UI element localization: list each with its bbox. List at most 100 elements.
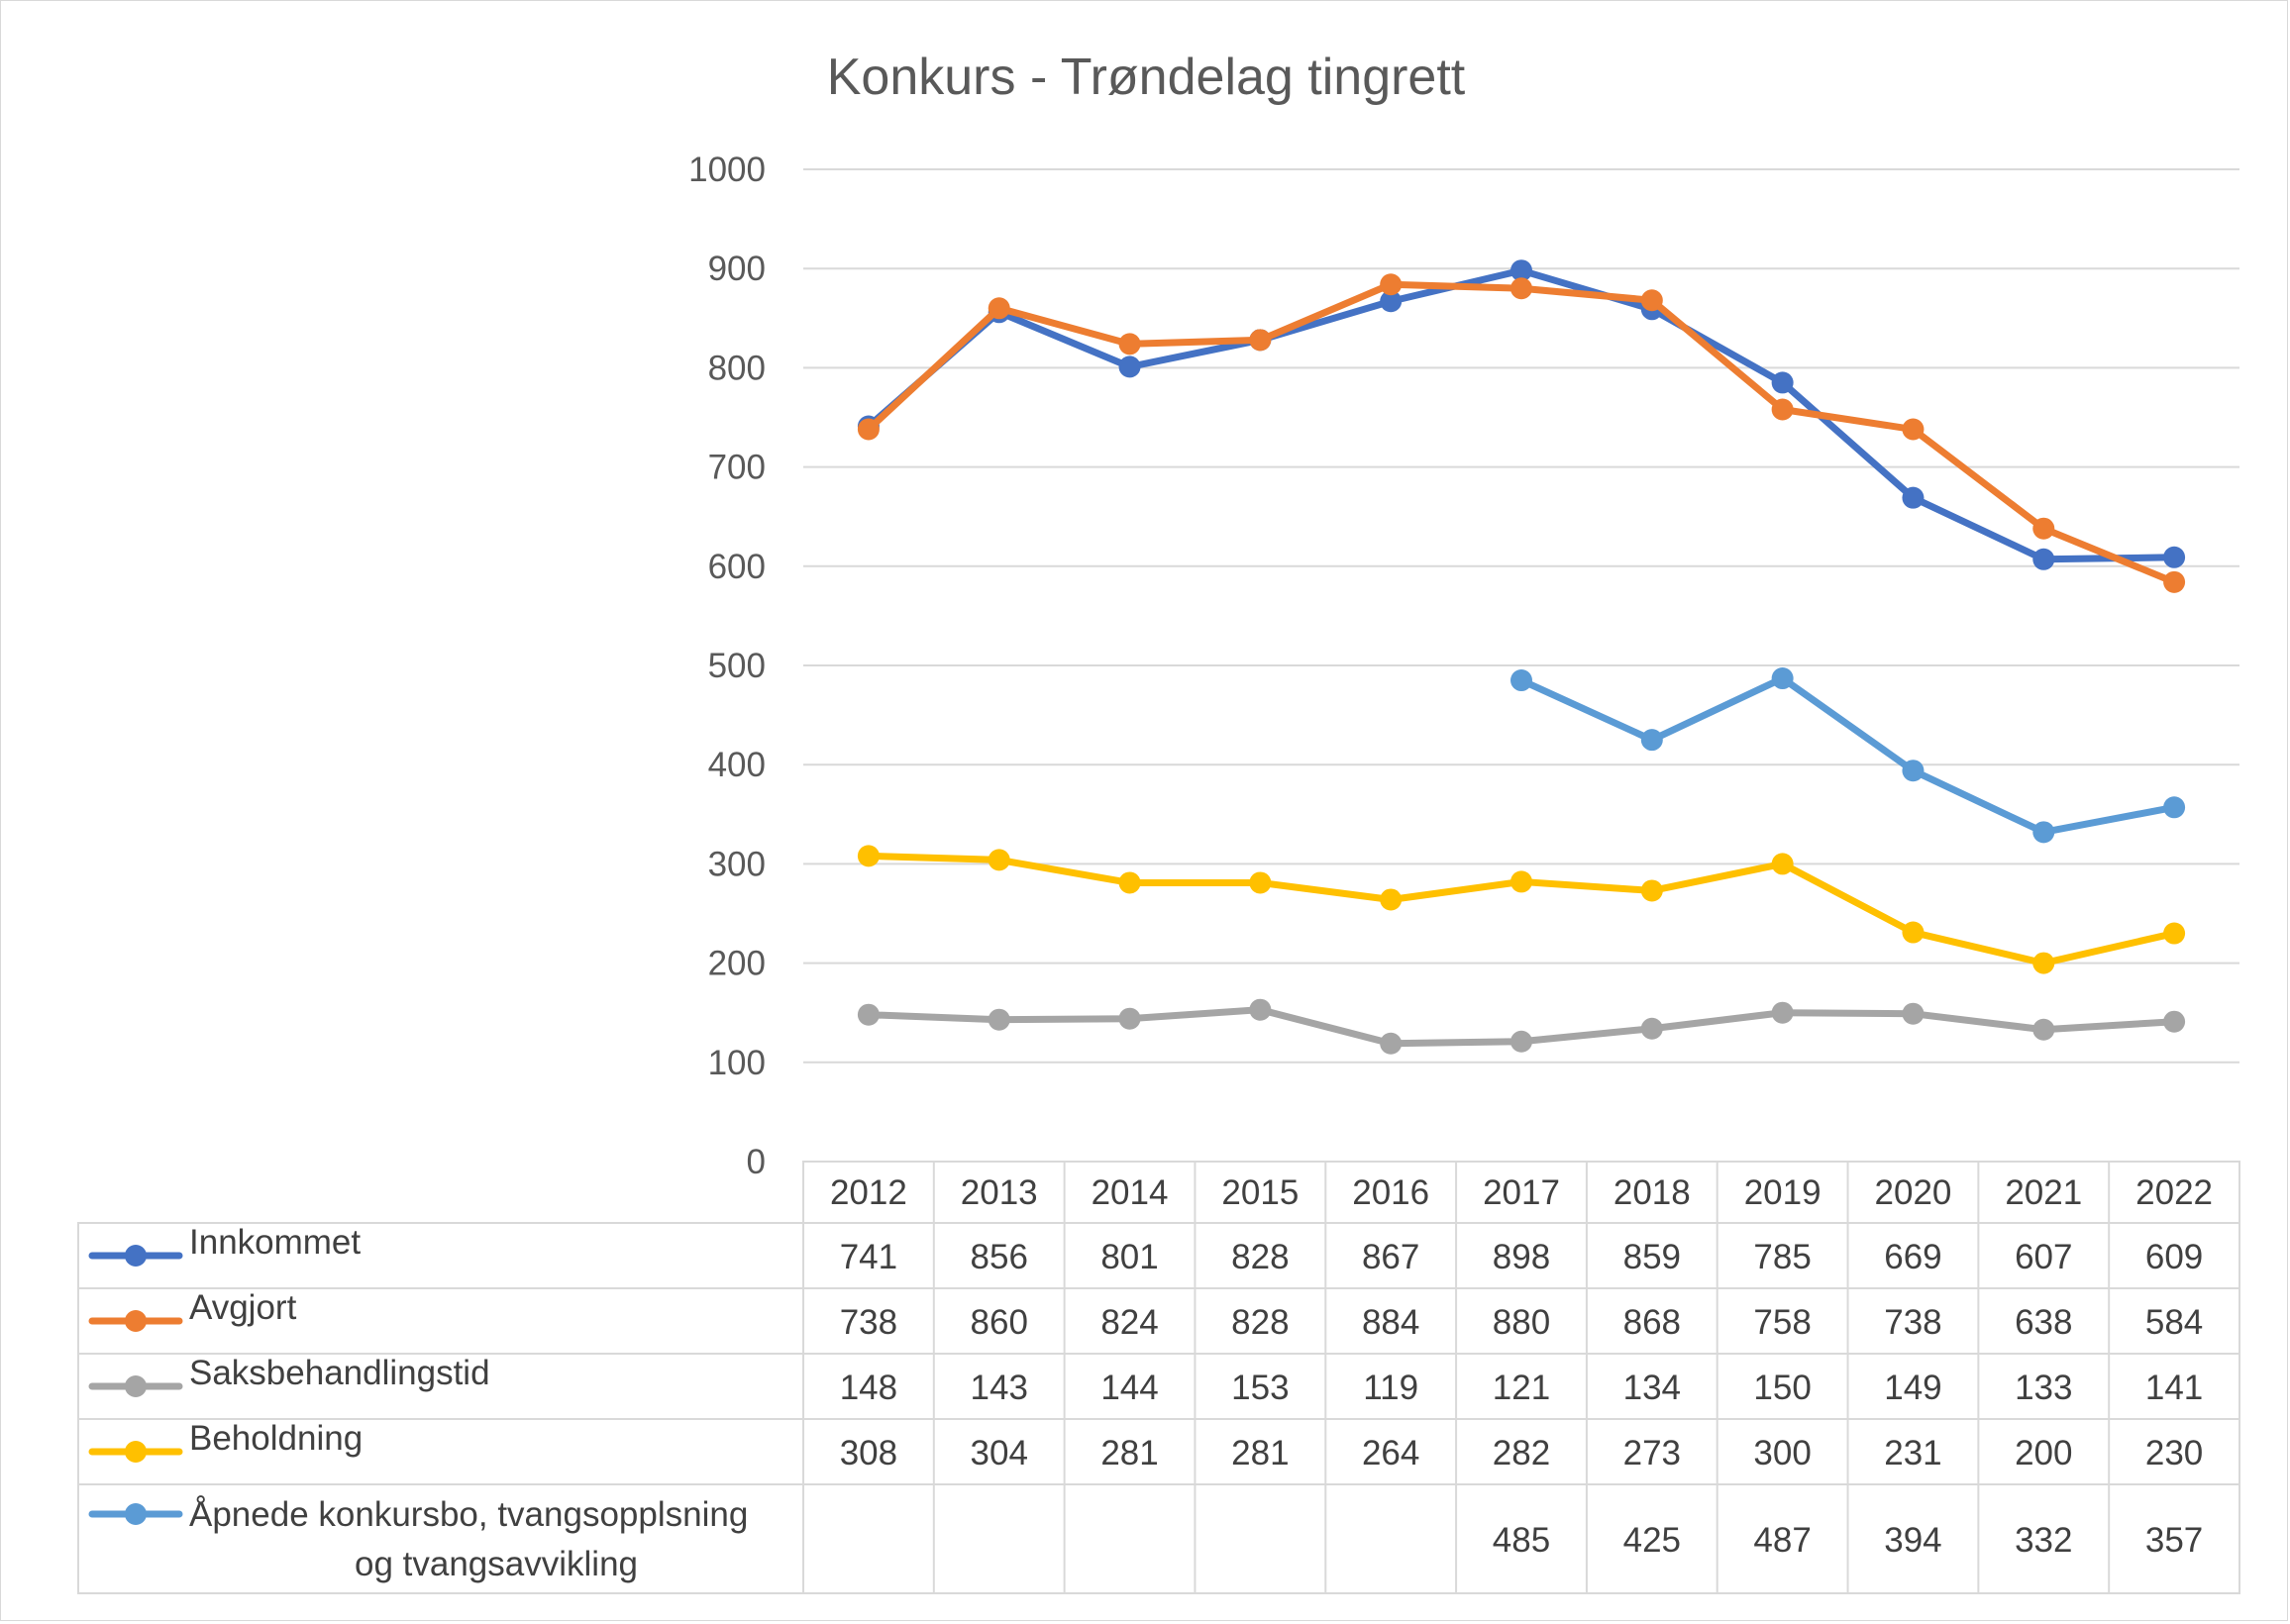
data-point: [1380, 290, 1403, 313]
data-point: [1771, 667, 1794, 690]
table-value: 758: [1753, 1303, 1811, 1342]
data-point: [1380, 1032, 1403, 1055]
data-point: [2032, 517, 2055, 540]
legend-key-marker: [125, 1245, 147, 1267]
data-point: [857, 845, 880, 867]
table-value: 264: [1362, 1434, 1419, 1472]
legend-entry-label: Avgjort: [189, 1288, 297, 1327]
y-axis-ticks: 0 100 200 300 400 500 600 700 800 900 1000: [688, 151, 766, 1181]
table-value: 824: [1100, 1303, 1158, 1342]
chart-title: Konkurs - Trøndelag tingrett: [827, 49, 1466, 106]
legend-entry-label: og tvangsavvikling: [355, 1545, 638, 1583]
x-tick-label: 2019: [1744, 1173, 1822, 1212]
table-value: 860: [971, 1303, 1028, 1342]
x-tick-label: 2013: [961, 1173, 1038, 1212]
x-tick-label: 2017: [1483, 1173, 1560, 1212]
x-tick-label: 2016: [1352, 1173, 1429, 1212]
table-value: 141: [2145, 1369, 2203, 1407]
table-value: 868: [1623, 1303, 1681, 1342]
data-point: [2163, 796, 2186, 819]
table-value: 738: [840, 1303, 897, 1342]
data-point: [2032, 821, 2055, 844]
data-point: [2163, 546, 2186, 568]
table-value: 785: [1753, 1238, 1811, 1276]
data-point: [857, 1003, 880, 1026]
table-value: 638: [2015, 1303, 2072, 1342]
data-point: [1249, 329, 1272, 352]
data-point: [1249, 998, 1272, 1021]
table-value: 669: [1884, 1238, 1941, 1276]
data-point: [988, 849, 1010, 871]
data-point: [1510, 870, 1532, 893]
y-tick-label: 900: [708, 250, 766, 288]
table-value: 230: [2145, 1434, 2203, 1472]
table-value: 143: [971, 1369, 1028, 1407]
data-point: [1640, 289, 1663, 312]
x-tick-label: 2022: [2135, 1173, 2213, 1212]
data-point: [1902, 921, 1925, 944]
table-value: 308: [840, 1434, 897, 1472]
table-value: 884: [1362, 1303, 1419, 1342]
data-point: [2032, 1018, 2055, 1041]
table-value: 425: [1623, 1521, 1681, 1560]
data-point: [1640, 729, 1663, 752]
table-value: 607: [2015, 1238, 2072, 1276]
data-table: 2012 2013 2014 2015 2016 2017 2018 2019 2020 2021…: [77, 1161, 2240, 1594]
table-value: 144: [1100, 1369, 1158, 1407]
data-point: [1510, 259, 1532, 282]
y-tick-label: 300: [708, 845, 766, 883]
x-tick-label: 2015: [1221, 1173, 1299, 1212]
data-point: [2032, 548, 2055, 570]
data-point: [1640, 1017, 1663, 1040]
y-tick-label: 800: [708, 349, 766, 387]
data-point: [1510, 1030, 1532, 1053]
table-value: 134: [1623, 1369, 1681, 1407]
table-value: 880: [1493, 1303, 1550, 1342]
data-point: [1902, 486, 1925, 509]
table-value: 148: [840, 1369, 897, 1407]
table-value: 828: [1231, 1238, 1289, 1276]
y-tick-label: 0: [747, 1143, 766, 1181]
legend-key-marker: [125, 1503, 147, 1525]
data-point: [1118, 1007, 1141, 1030]
data-point: [1640, 879, 1663, 902]
y-tick-label: 600: [708, 548, 766, 586]
table-value: 828: [1231, 1303, 1289, 1342]
series-lines: [857, 259, 2186, 1055]
data-point: [988, 297, 1010, 320]
table-value: 153: [1231, 1369, 1289, 1407]
legend-key-marker: [125, 1441, 147, 1463]
table-value: 859: [1623, 1238, 1681, 1276]
table-value: 856: [971, 1238, 1028, 1276]
data-point: [2163, 570, 2186, 593]
data-point: [2163, 1010, 2186, 1033]
data-point: [1902, 418, 1925, 441]
data-point: [1249, 871, 1272, 894]
data-point: [2032, 952, 2055, 974]
table-value: 300: [1753, 1434, 1811, 1472]
data-point: [1902, 760, 1925, 782]
table-value: 394: [1884, 1521, 1941, 1560]
table-value: 282: [1493, 1434, 1550, 1472]
table-value: 273: [1623, 1434, 1681, 1472]
legend-key-marker: [125, 1310, 147, 1332]
table-value: 332: [2015, 1521, 2072, 1560]
table-value: 121: [1493, 1369, 1550, 1407]
series-line: [865, 266, 2178, 563]
x-tick-label: 2021: [2005, 1173, 2082, 1212]
table-value: 485: [1493, 1521, 1550, 1560]
table-value: 898: [1493, 1238, 1550, 1276]
series-line: [865, 280, 2178, 586]
data-point: [1118, 871, 1141, 894]
data-point: [1118, 355, 1141, 378]
table-value: 609: [2145, 1238, 2203, 1276]
legend-entry-label: Beholdning: [189, 1419, 363, 1458]
data-point: [1771, 1001, 1794, 1024]
data-point: [1510, 669, 1532, 692]
y-tick-label: 500: [708, 647, 766, 685]
legend-entry-label: Saksbehandlingstid: [189, 1354, 490, 1392]
table-value: 487: [1753, 1521, 1811, 1560]
series-line: [1517, 674, 2178, 836]
x-tick-label: 2020: [1875, 1173, 1952, 1212]
table-value: 801: [1100, 1238, 1158, 1276]
